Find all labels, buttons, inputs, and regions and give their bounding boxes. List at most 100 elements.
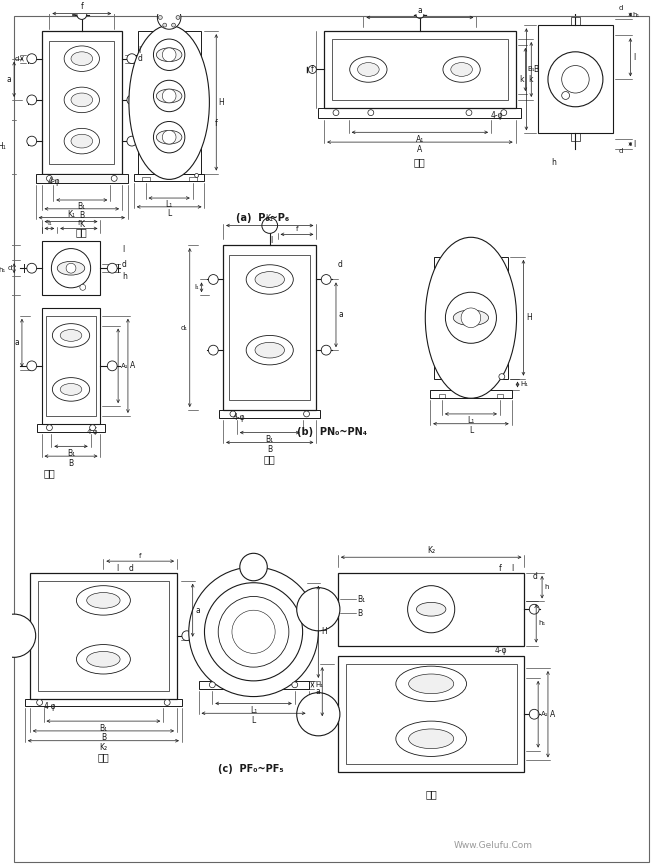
Ellipse shape [52,323,90,347]
Bar [134,173,204,181]
Circle shape [466,110,472,115]
Text: B: B [79,212,85,220]
Bar [3,628,14,643]
Ellipse shape [60,329,82,342]
Ellipse shape [57,261,85,275]
Text: f: f [214,119,217,128]
Bar [138,31,201,173]
Text: d: d [7,265,12,271]
Circle shape [163,8,167,12]
Circle shape [416,10,424,18]
Ellipse shape [443,56,480,82]
Circle shape [158,6,181,29]
Text: K₁: K₁ [67,210,75,219]
Circle shape [127,54,137,63]
Text: h₁: h₁ [538,621,546,627]
Ellipse shape [52,378,90,401]
Circle shape [529,604,539,614]
Ellipse shape [409,729,454,748]
Circle shape [292,681,298,688]
Text: 4-φ: 4-φ [491,111,504,121]
Text: B: B [357,609,363,617]
Bar [570,134,580,141]
Bar [42,308,100,424]
Ellipse shape [60,383,82,395]
Bar [338,656,525,772]
Text: a: a [417,6,422,15]
Text: A: A [417,145,422,153]
Ellipse shape [246,264,294,294]
Text: h₁: h₁ [0,267,6,273]
Bar [570,17,580,25]
Text: H: H [219,98,225,107]
Bar [346,664,516,765]
Bar [305,707,318,722]
Text: d: d [533,572,537,582]
Text: h: h [544,584,549,590]
Circle shape [90,425,96,431]
Text: 4-φ: 4-φ [495,646,508,655]
Circle shape [127,95,137,105]
Circle shape [297,588,340,631]
Text: B: B [101,733,106,742]
Bar [229,255,311,401]
Bar [25,699,182,707]
Ellipse shape [64,46,100,71]
Text: l: l [122,244,124,253]
Circle shape [210,681,215,688]
Circle shape [195,173,199,178]
Ellipse shape [87,651,120,667]
Text: (c)  PF₀~PF₅: (c) PF₀~PF₅ [218,764,284,774]
Circle shape [333,110,339,115]
Circle shape [154,81,185,112]
Text: 立式: 立式 [98,753,109,762]
Circle shape [172,23,176,27]
Text: 4-φ: 4-φ [233,414,245,422]
Ellipse shape [357,62,379,76]
Text: k: k [528,75,533,84]
Bar [189,178,197,181]
Circle shape [218,596,289,667]
Circle shape [562,66,589,93]
Text: l: l [633,53,635,62]
Text: h: h [551,158,557,167]
Text: 4-φ: 4-φ [87,428,98,434]
Text: (a)  P₀~P₆: (a) P₀~P₆ [236,212,289,223]
Text: B₁: B₁ [266,435,274,444]
Text: 卧式: 卧式 [44,468,55,478]
Text: B₁: B₁ [77,203,86,212]
Ellipse shape [129,25,210,179]
Text: 立式: 立式 [76,227,88,238]
Circle shape [172,8,176,12]
Text: B: B [534,65,539,74]
Text: 卧式: 卧式 [414,157,426,166]
Text: f: f [139,552,141,558]
Text: f: f [81,2,83,11]
Text: B₁: B₁ [100,724,107,733]
Bar [219,410,320,418]
Text: a: a [315,688,320,696]
Circle shape [461,308,480,328]
Circle shape [529,709,539,719]
Text: a: a [195,606,200,615]
Text: 卧式: 卧式 [425,789,437,799]
Circle shape [27,54,36,63]
Circle shape [158,16,162,19]
Ellipse shape [71,93,92,107]
Circle shape [232,610,275,654]
Text: l: l [116,564,118,573]
Text: H₁: H₁ [0,142,6,151]
Text: d: d [618,4,623,10]
Text: L₁: L₁ [165,200,173,210]
Text: l₁: l₁ [195,284,199,290]
Circle shape [321,275,331,284]
Circle shape [154,39,185,70]
Circle shape [309,66,316,74]
Bar [434,257,508,379]
Circle shape [46,175,52,181]
Bar [42,31,122,173]
Circle shape [408,586,455,633]
Circle shape [445,292,497,343]
Text: d: d [15,55,20,62]
Bar [430,390,512,398]
